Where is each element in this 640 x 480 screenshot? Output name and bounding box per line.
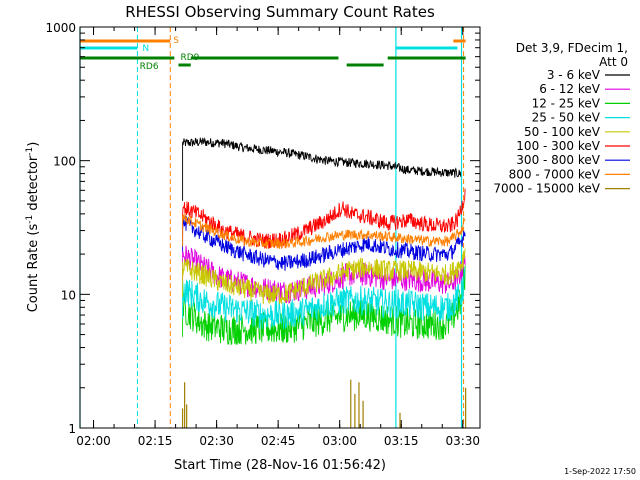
y-axis-label-base: Count Rate (s xyxy=(26,224,41,313)
y-axis-label-sup2: -1 xyxy=(25,147,35,156)
legend-label-0: 3 - 6 keV xyxy=(547,68,601,82)
x-tick-label-3: 02:45 xyxy=(261,434,296,448)
series-line-5 xyxy=(182,188,466,249)
series-line-7 xyxy=(182,212,466,249)
flag-label-n: N xyxy=(142,44,149,54)
legend-label-8: 7000 - 15000 keV xyxy=(493,182,600,196)
chart-title: RHESSI Observing Summary Count Rates xyxy=(125,3,435,21)
legend-header-line-2: Att 0 xyxy=(599,55,628,69)
x-tick-label-2: 02:30 xyxy=(199,434,234,448)
x-tick-label-5: 03:15 xyxy=(384,434,419,448)
legend-label-4: 50 - 100 keV xyxy=(524,125,601,139)
y-tick-label-0: 1 xyxy=(68,422,76,436)
flag-label-rd6: RD6 xyxy=(140,62,159,72)
legend-label-2: 12 - 25 keV xyxy=(532,96,601,110)
plot-frame xyxy=(79,26,481,429)
legend-label-6: 300 - 800 keV xyxy=(516,153,600,167)
series-line-0 xyxy=(182,137,462,201)
x-tick-label-4: 03:00 xyxy=(322,434,357,448)
y-axis-label-sup1: -1 xyxy=(25,215,35,224)
series-line-6 xyxy=(182,215,466,271)
y-axis-label-mid: detector xyxy=(26,155,41,215)
x-tick-label-0: 02:00 xyxy=(76,434,111,448)
x-tick-label-6: 03:30 xyxy=(445,434,480,448)
legend-label-5: 100 - 300 keV xyxy=(516,139,600,153)
x-axis-label: Start Time (28-Nov-16 01:56:42) xyxy=(174,458,386,473)
y-tick-label-3: 1000 xyxy=(45,21,76,35)
axes: 02:00 02:15 02:30 02:45 03:00 03:15 03:30 1 10 10… xyxy=(45,21,481,448)
timestamp: 1-Sep-2022 17:50 xyxy=(564,467,636,476)
series-line-4 xyxy=(182,248,466,305)
legend-label-3: 25 - 50 keV xyxy=(532,111,601,125)
observing-flags: S N RD9 RD6 xyxy=(80,36,466,72)
series-line-1 xyxy=(182,245,466,304)
flag-label-s: S xyxy=(173,36,179,46)
series-lines xyxy=(181,137,467,428)
y-axis-label-end: ) xyxy=(26,142,41,147)
legend-label-7: 800 - 7000 keV xyxy=(509,167,601,181)
legend-header-line-1: Det 3,9, FDecim 1, xyxy=(516,41,628,55)
flag-label-rd9: RD9 xyxy=(180,53,199,63)
series-line-3 xyxy=(182,267,466,330)
y-axis-label: Count Rate (s-1 detector-1) xyxy=(25,142,41,313)
y-tick-label-1: 10 xyxy=(61,288,76,302)
legend-label-1: 6 - 12 keV xyxy=(539,82,601,96)
y-tick-label-2: 100 xyxy=(53,155,76,169)
x-tick-label-1: 02:15 xyxy=(138,434,173,448)
